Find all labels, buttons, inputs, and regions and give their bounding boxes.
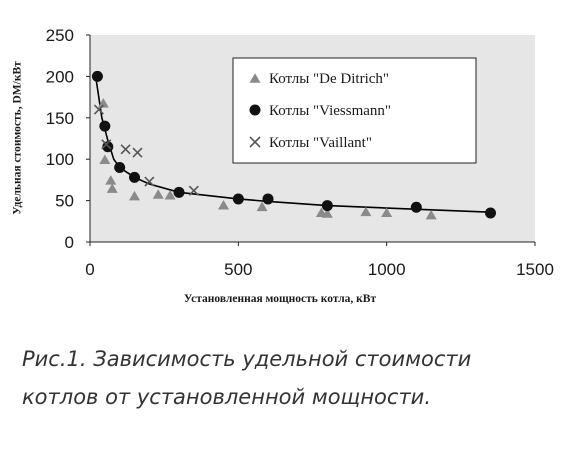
x-tick-label: 1000 (368, 260, 406, 279)
point-de-dietrich (129, 190, 140, 201)
legend-marker-viessmann (249, 104, 261, 116)
point-vaillant (101, 139, 112, 150)
x-tick-label: 1500 (516, 260, 554, 279)
legend-marker-vaillant (249, 136, 261, 148)
point-de-dietrich (425, 209, 437, 220)
point-viessmann (114, 161, 126, 173)
point-vaillant (120, 144, 131, 155)
y-axis-title: Удельная стоимость, DM/кВт (12, 61, 24, 215)
legend-label-de-dietrich: Котлы "De Ditrich" (269, 71, 389, 87)
y-tick-label: 150 (46, 109, 74, 128)
y-tick-label: 0 (65, 233, 74, 252)
point-de-dietrich (105, 175, 117, 185)
legend-marker-de-dietrich (249, 73, 261, 83)
point-viessmann (99, 120, 111, 132)
point-viessmann (129, 171, 140, 183)
point-de-dietrich (106, 183, 118, 193)
point-de-dietrich (164, 190, 176, 200)
point-de-dietrich (97, 98, 109, 108)
point-vaillant (188, 185, 199, 196)
point-viessmann (262, 193, 274, 205)
boiler-cost-chart: 0 50 100 150 200 250 0 500 1000 1500 Удельная сто… (12, 26, 554, 305)
data-marks (91, 70, 496, 220)
point-de-dietrich (360, 206, 372, 217)
point-vaillant (132, 147, 143, 158)
point-de-dietrich (381, 207, 393, 217)
x-axis-title: Установленная мощность котла, кВт (184, 293, 377, 305)
point-viessmann (321, 200, 333, 212)
y-tick-label: 250 (46, 26, 74, 45)
y-tick-label: 100 (46, 150, 74, 169)
caption-line-1: Рис.1. Зависимость удельной стоимости (22, 347, 472, 371)
legend: Котлы "De Ditrich" Котлы "Viessmann" Котлы… (232, 57, 477, 164)
x-tick-label: 0 (85, 260, 94, 279)
point-de-dietrich (321, 208, 333, 218)
legend-label-vaillant: Котлы "Vaillant" (269, 135, 372, 151)
point-de-dietrich (152, 189, 164, 199)
point-viessmann (232, 193, 244, 205)
point-vaillant (144, 176, 155, 187)
caption-line-2: котлов от установленной мощности. (22, 385, 431, 409)
point-de-dietrich (256, 201, 268, 212)
axes (86, 34, 536, 246)
point-viessmann (91, 70, 103, 82)
point-vaillant (93, 104, 104, 115)
y-tick-label: 50 (55, 192, 74, 211)
point-de-dietrich (99, 154, 111, 164)
legend-label-viessmann: Котлы "Viessmann" (269, 103, 391, 119)
y-tick-label: 200 (46, 67, 74, 86)
x-tick-label: 500 (224, 260, 252, 279)
figure-caption: Рис.1. Зависимость удельной стоимости ко… (22, 340, 562, 416)
point-viessmann (485, 207, 496, 219)
tick-labels: 0 50 100 150 200 250 0 500 1000 1500 (46, 26, 554, 279)
point-viessmann (410, 201, 422, 213)
point-de-dietrich (218, 199, 229, 210)
legend-box (232, 57, 477, 164)
point-viessmann (173, 186, 185, 198)
